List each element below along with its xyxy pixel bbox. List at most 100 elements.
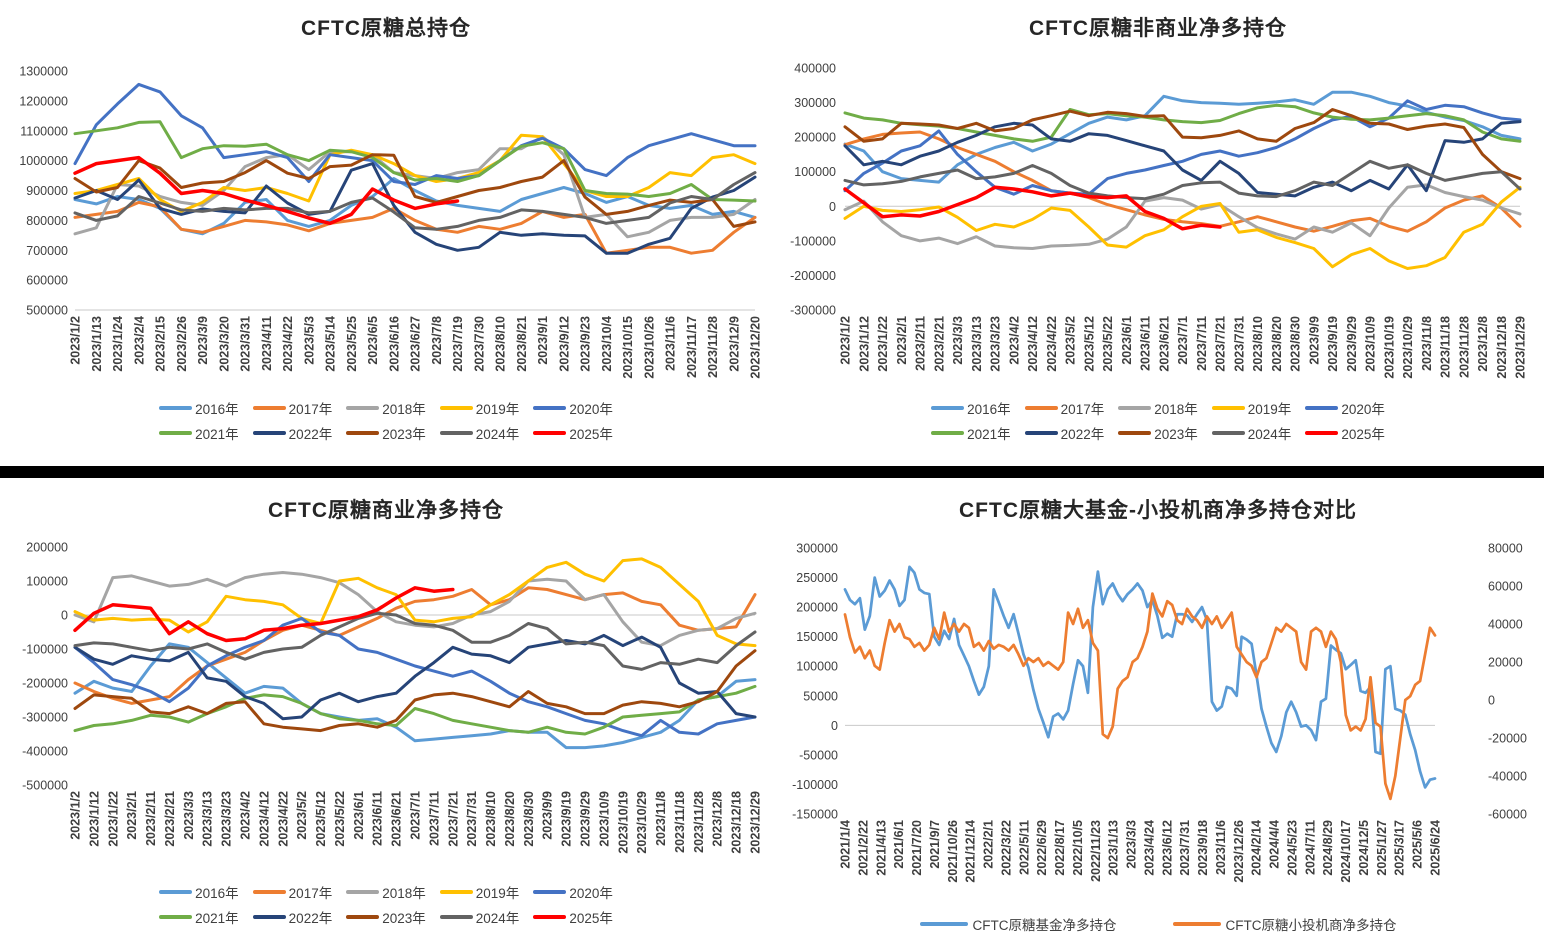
x-axis-tick-label: 2021/10/26	[946, 820, 960, 883]
legend-line-marker	[252, 915, 286, 919]
legend-line-marker	[346, 890, 380, 894]
right-y-axis-tick-label: 20000	[1488, 656, 1523, 670]
right-y-axis-tick-label: 0	[1488, 694, 1495, 708]
series-line-2016年	[73, 642, 757, 750]
x-axis-tick-label: 2023/11/17	[685, 316, 699, 378]
chart-cftc-commercial-net-long: CFTC原糖商业净多持仓 200000 100000 0 -100000 -200000…	[0, 478, 772, 945]
x-axis-tick-label: 2023/4/12	[1026, 316, 1040, 372]
y-axis-tick-label: 150000	[796, 630, 838, 644]
x-axis-tick-label: 2023/4/12	[257, 791, 271, 847]
series-line-2025年	[73, 586, 455, 643]
legend-label: 2022年	[1060, 427, 1105, 442]
x-axis-tick-label: 2023/9/1	[536, 316, 550, 365]
x-axis-tick-label: 2023/7/31	[1178, 820, 1192, 876]
x-axis-tick-label: 2021/4/13	[874, 820, 888, 876]
x-axis-tick-label: 2023/3/31	[239, 316, 253, 372]
y-axis-tick-label: 800000	[26, 214, 68, 228]
legend-label: 2017年	[1060, 402, 1105, 417]
x-axis-tick-label: 2025/3/17	[1393, 820, 1407, 876]
x-axis-tick-label: 2023/7/1	[1176, 316, 1190, 365]
legend-item-2016年: 2016年	[159, 398, 239, 418]
x-axis-tick-label: 2023/11/18	[673, 791, 687, 853]
x-axis-tick-label: 2021/9/7	[928, 820, 942, 869]
legend-item-2021年: 2021年	[931, 423, 1011, 443]
x-axis-tick-label: 2023/1/24	[111, 316, 125, 372]
y-axis-tick-label: -500000	[22, 779, 68, 793]
x-axis-tick-label: 2023/12/18	[730, 791, 744, 854]
legend-label: 2016年	[967, 402, 1011, 417]
legend-item-2023年: 2023年	[346, 423, 426, 443]
x-axis-tick-label: 2023/7/19	[451, 316, 465, 372]
legend-item-2025年: 2025年	[1305, 423, 1385, 443]
x-axis-tick-label: 2023/4/2	[239, 791, 253, 840]
x-axis-tick-label: 2023/2/4	[132, 316, 146, 365]
x-axis-tick-label: 2023/6/21	[390, 791, 404, 847]
series-line-2019年	[843, 185, 1522, 270]
x-axis-tick-label: 2023/9/23	[579, 316, 593, 372]
legend-label: 2025年	[1341, 427, 1385, 442]
x-axis-tick-label: 2023/3/23	[989, 316, 1003, 372]
y-axis-tick-label: -150000	[792, 808, 838, 822]
y-axis-tick-label: 0	[831, 719, 838, 733]
x-axis-tick-label: 2023/1/2	[69, 316, 83, 365]
horizontal-divider	[0, 466, 1544, 478]
x-axis-tick-label: 2023/2/26	[175, 316, 189, 372]
legend-label: 2021年	[195, 427, 239, 442]
x-axis-tick-label: 2023/6/11	[1139, 316, 1153, 371]
legend-label: 2023年	[382, 911, 426, 926]
legend-label: 2018年	[382, 402, 426, 417]
legend-label: 2025年	[569, 427, 613, 442]
y-axis-tick-label: 300000	[796, 542, 838, 556]
x-axis-tick-label: 2023/7/30	[472, 316, 486, 372]
x-axis-tick-label: 2023/5/22	[333, 791, 347, 847]
y-axis-tick-label: -100000	[790, 234, 836, 248]
x-axis-tick-label: 2023/9/29	[1345, 316, 1359, 372]
legend-line-marker	[1118, 431, 1152, 435]
y-axis-tick-label: 500000	[26, 304, 68, 318]
legend-line-marker	[439, 431, 473, 435]
series-line-2024年	[843, 159, 1522, 201]
x-axis-tick-label: 2023/6/27	[409, 316, 423, 372]
x-axis-tick-label: 2023/3/3	[182, 791, 196, 840]
chart-cftc-fund-vs-small-spec-compare: CFTC原糖大基金-小投机商净多持仓对比 300000 250000 200000 1…	[772, 478, 1544, 945]
x-axis-tick-label: 2023/10/29	[635, 791, 649, 854]
legend-line-marker	[159, 915, 193, 919]
legend-line-marker	[346, 406, 380, 410]
legend-line-marker	[439, 915, 473, 919]
x-axis-tick-label: 2023/3/20	[217, 316, 231, 372]
x-axis-tick-label: 2025/1/27	[1375, 820, 1389, 876]
y-axis-tick-label: -300000	[22, 711, 68, 725]
plot-area: 300000250000200000150000100000500000-500…	[792, 542, 1527, 883]
x-axis-tick-label: 2023/12/20	[749, 316, 763, 379]
legend-item-2020年: 2020年	[533, 882, 613, 902]
x-axis-tick-label: 2024/8/29	[1321, 820, 1335, 876]
x-axis-tick-label: 2023/3/3	[951, 316, 965, 365]
legend-item-2022年: 2022年	[252, 423, 332, 443]
legend-item-CFTC原糖基金净多持仓: CFTC原糖基金净多持仓	[919, 914, 1117, 934]
x-axis-tick-label: 2023/7/11	[427, 791, 441, 846]
plot-area: 200000 100000 0 -100000 -200000 -300000 -40000…	[22, 541, 762, 854]
x-axis-tick-label: 2023/3/13	[201, 791, 215, 847]
series-line-2017年	[73, 586, 757, 705]
x-axis-tick-label: 2024/10/17	[1339, 820, 1353, 883]
x-axis-tick-label: 2025/6/24	[1429, 820, 1443, 876]
legend-row: 2016年 2017年 2018年 2019年 2020年	[931, 398, 1385, 418]
legend-line-marker	[1305, 431, 1339, 435]
y-axis-tick-label: 100000	[794, 165, 836, 179]
x-axis-tick-label: 2023/10/9	[597, 791, 611, 847]
x-axis-tick-label: 2023/1/22	[876, 316, 890, 372]
x-axis-tick-label: 2022/2/1	[982, 820, 996, 869]
legend-line-marker	[159, 406, 193, 410]
x-axis-tick-label: 2022/6/29	[1035, 820, 1049, 876]
right-y-axis-tick-label: -20000	[1488, 732, 1527, 746]
x-axis-tick-label: 2023/8/20	[1270, 316, 1284, 372]
y-axis-tick-label: -400000	[22, 745, 68, 759]
series-line-2025年	[843, 185, 1222, 231]
legend-item-2024年: 2024年	[439, 907, 519, 927]
x-axis-tick-label: 2022/3/22	[999, 820, 1013, 876]
legend-label: 2017年	[288, 886, 333, 901]
legend-line-marker	[346, 915, 380, 919]
x-axis-tick-label: 2023/6/12	[1160, 820, 1174, 876]
x-axis-tick-label: 2023/9/18	[1196, 820, 1210, 876]
legend-line-marker	[533, 431, 567, 435]
